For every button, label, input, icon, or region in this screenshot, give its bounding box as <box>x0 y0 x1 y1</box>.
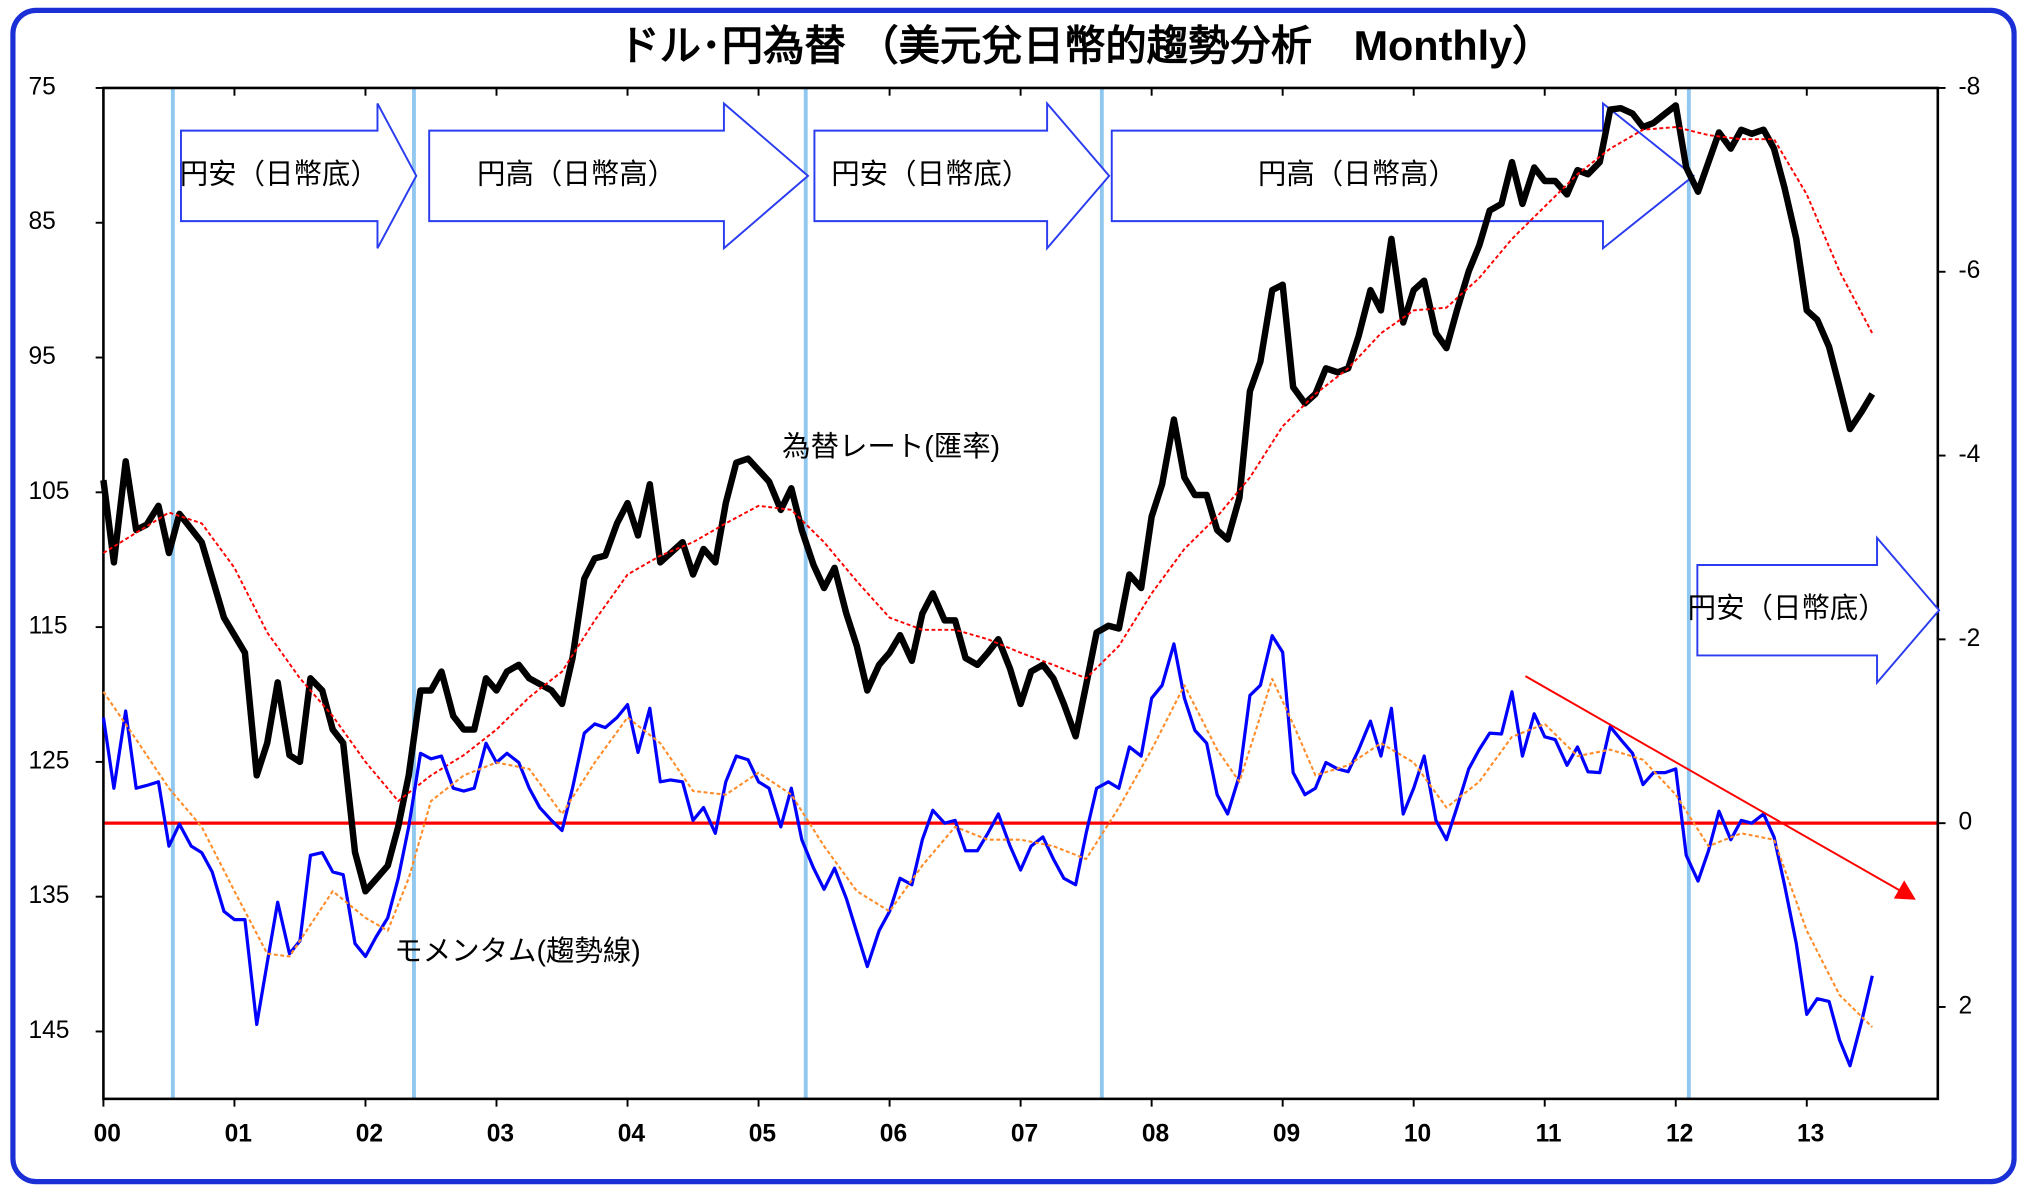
y-tick-label: 115 <box>28 613 67 640</box>
phase-label: 円安（日幣底） <box>831 158 1030 190</box>
y2-tick-label: -8 <box>1958 73 1980 100</box>
phase-arrow <box>1110 101 1696 251</box>
x-tick-label: 04 <box>618 1121 646 1148</box>
y-tick-label: 105 <box>28 478 69 505</box>
y2-tick-label: 0 <box>1958 809 1972 836</box>
phase-arrow <box>180 103 418 249</box>
trend-arrow <box>1524 675 1901 892</box>
series-line <box>101 634 1874 1068</box>
series-annotation: モメンタム(趨勢線) <box>394 935 640 967</box>
x-tick-label: 02 <box>356 1121 383 1148</box>
trend-arrow-head <box>1893 880 1916 900</box>
phase-label: 円安（日幣底） <box>180 158 379 190</box>
series-annotation: 為替レート(匯率) <box>782 431 1000 463</box>
y-tick-label: 135 <box>28 882 69 909</box>
series-line <box>100 102 1876 895</box>
phase-label: 円高（日幣高） <box>477 158 676 190</box>
x-tick-label: 07 <box>1011 1121 1038 1148</box>
y-tick-label: 125 <box>28 747 69 774</box>
phase-label: 円安（日幣底） <box>1688 593 1887 625</box>
y-tick-label: 95 <box>28 343 55 370</box>
chart-title: ドル･円為替 （美元兌日幣的趨勢分析 Monthly） <box>618 23 1553 69</box>
x-tick-label: 03 <box>487 1121 514 1148</box>
phase-label: 円高（日幣高） <box>1258 158 1457 190</box>
x-tick-label: 06 <box>880 1121 907 1148</box>
y2-tick-label: -4 <box>1958 441 1980 468</box>
y2-tick-label: -6 <box>1958 257 1980 284</box>
y-tick-label: 85 <box>28 208 55 235</box>
x-tick-label: 12 <box>1666 1121 1693 1148</box>
x-tick-label: 08 <box>1142 1121 1169 1148</box>
x-tick-label: 01 <box>225 1121 252 1148</box>
x-tick-label: 10 <box>1404 1121 1431 1148</box>
series-line <box>102 126 1874 802</box>
phase-arrow <box>1696 535 1941 686</box>
phase-arrow <box>813 100 1111 251</box>
x-tick-label: 05 <box>749 1121 776 1148</box>
x-tick-label: 09 <box>1273 1121 1300 1148</box>
x-tick-label: 13 <box>1797 1121 1824 1148</box>
x-tick-label: 11 <box>1536 1121 1562 1148</box>
y2-tick-label: 2 <box>1958 992 1972 1019</box>
phase-arrow <box>428 101 810 251</box>
y-tick-label: 75 <box>28 73 55 100</box>
y2-tick-label: -2 <box>1958 625 1980 652</box>
y-tick-label: 145 <box>28 1017 69 1044</box>
chart-border <box>10 7 2017 1185</box>
x-tick-label: 00 <box>94 1121 121 1148</box>
